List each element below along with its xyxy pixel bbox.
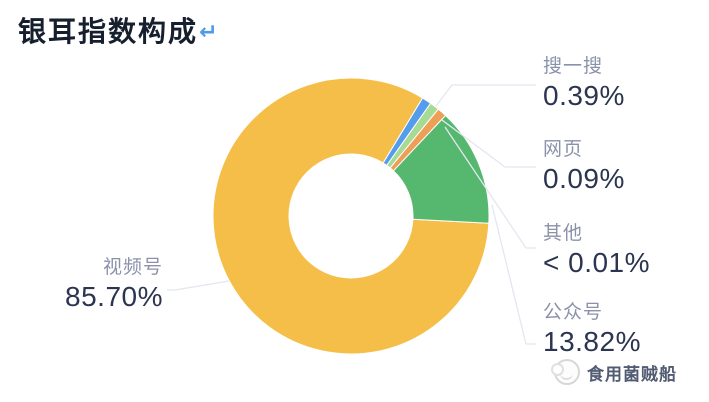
- pie-slice-official-accounts[interactable]: [392, 114, 490, 224]
- watermark-logo-icon: [551, 359, 580, 385]
- pie-slice-video-channels[interactable]: [212, 77, 490, 355]
- watermark: 食用菌贼船: [551, 359, 677, 385]
- callout-search: 搜一搜 0.39%: [543, 55, 625, 111]
- callout-video-channels: 视频号 85.70%: [65, 256, 163, 312]
- page-title: 银耳指数构成↵: [18, 10, 217, 50]
- callout-webpage: 网页 0.09%: [543, 138, 625, 194]
- callout-others: 其他 < 0.01%: [543, 222, 650, 278]
- slice-label: 公众号: [543, 302, 604, 323]
- slice-value: 85.70%: [65, 281, 163, 312]
- slice-label: 视频号: [102, 257, 163, 278]
- slice-value: 13.82%: [543, 326, 641, 357]
- slice-label: 其他: [543, 223, 584, 244]
- leader-line-video-channels: [167, 280, 230, 291]
- slice-label: 网页: [543, 139, 584, 160]
- callout-official-accounts: 公众号 13.82%: [543, 301, 641, 357]
- watermark-text: 食用菌贼船: [587, 364, 677, 384]
- return-mark-icon: ↵: [199, 19, 218, 44]
- leader-line-others: [444, 126, 536, 249]
- slice-value: < 0.01%: [543, 247, 651, 278]
- slice-value: 0.39%: [543, 80, 625, 111]
- slice-label: 搜一搜: [543, 56, 604, 77]
- leader-line-webpage: [441, 119, 536, 168]
- page-title-text: 银耳指数构成: [18, 16, 199, 47]
- leader-line-official-accounts: [491, 204, 536, 345]
- leader-line-search: [435, 84, 536, 107]
- slice-value: 0.09%: [543, 163, 625, 194]
